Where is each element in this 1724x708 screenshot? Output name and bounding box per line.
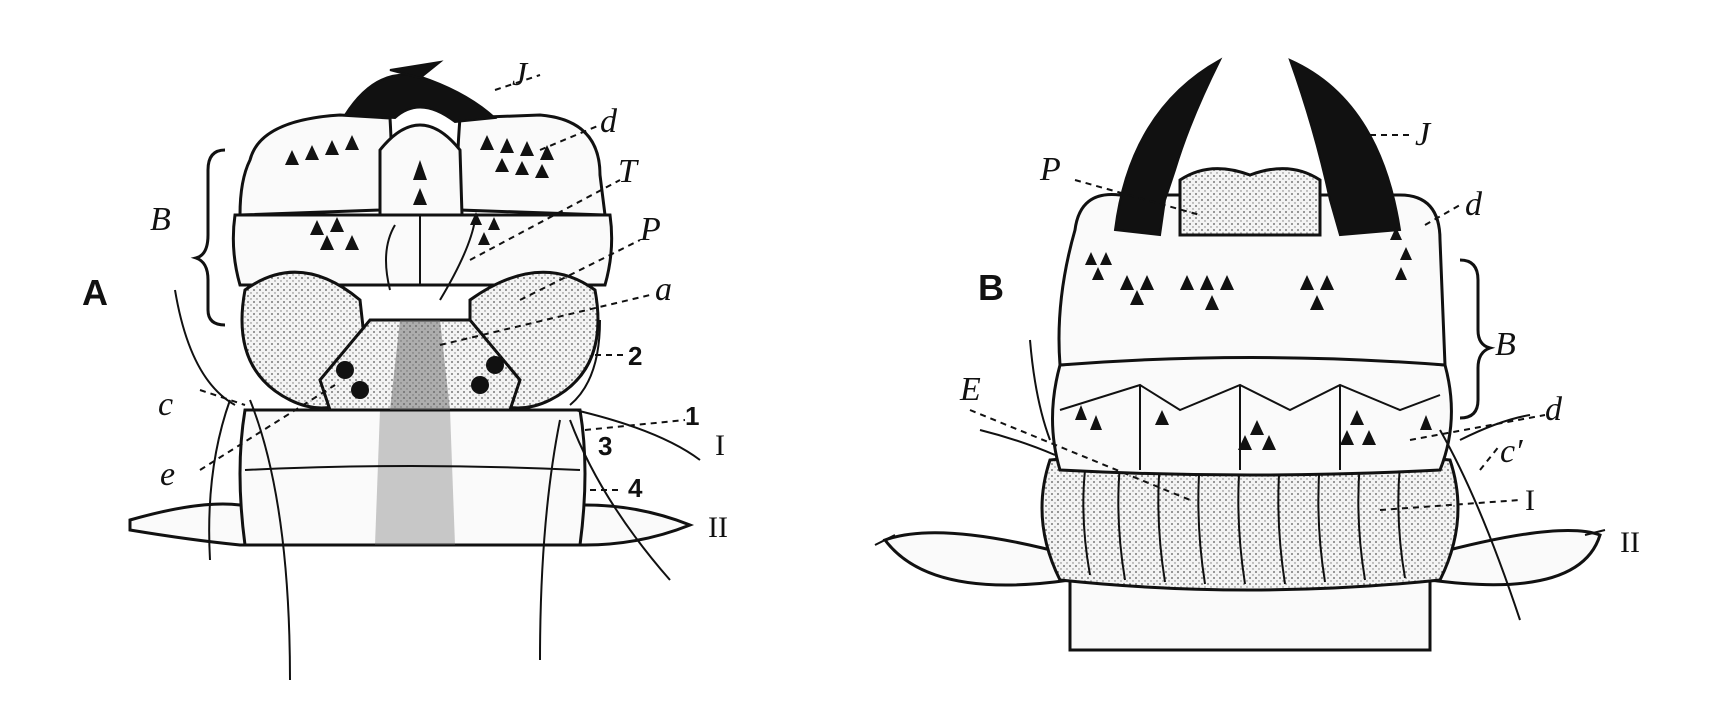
figure-a-eyes — [336, 356, 504, 399]
figure-a-label-4: 4 — [628, 473, 643, 503]
figure-b: B J P d B E d c′ I II — [874, 57, 1640, 652]
figure-b-label-b: B — [1495, 326, 1516, 363]
figure-a-label-seg-i: I — [715, 429, 725, 462]
figure-a-label-p: P — [639, 211, 661, 248]
figure-b-label-j: J — [1415, 116, 1432, 153]
figure-b-labrum — [1178, 167, 1322, 237]
figure-b-head-lower-band — [1051, 353, 1453, 477]
figure-b-label-c-prime: c′ — [1500, 433, 1523, 470]
figure-b-label-p: P — [1039, 151, 1061, 188]
figure-b-bristles — [874, 339, 1606, 621]
figure-a-setae — [285, 135, 554, 250]
figure-a-head-upper-right — [456, 113, 607, 217]
figure-b-label-e: E — [959, 371, 981, 408]
figure-b-bracket-b — [1459, 258, 1496, 420]
figure-a: A J d B T P a 2 c 1 3 I e 4 II — [82, 56, 728, 681]
figure-a-label-t: T — [618, 153, 639, 190]
figure-a-bracket-b — [190, 148, 226, 327]
figure-b-label-seg-i: I — [1525, 484, 1535, 517]
figure-a-label-b: B — [150, 201, 171, 238]
figure-a-label-2: 2 — [628, 341, 642, 371]
figure-a-label-seg-ii: II — [708, 511, 728, 544]
figure-a-label-e: e — [160, 456, 175, 493]
figure-a-labium-stripe — [390, 320, 450, 410]
figure-b-label-d-lower: d — [1545, 391, 1563, 428]
figure-a-segment-i — [238, 408, 587, 547]
figure-b-mandible-right — [1288, 58, 1402, 237]
figure-a-label-c: c — [158, 386, 173, 423]
figure-a-neck-stripe — [375, 410, 455, 545]
figure-b-label-seg-ii: II — [1620, 526, 1640, 559]
figure-b-label-d-upper: d — [1465, 186, 1483, 223]
figure-b-setae — [1075, 227, 1432, 450]
figure-a-mandibles — [343, 73, 498, 124]
figure-b-leaders — [969, 134, 1546, 511]
figure-a-label-j: J — [512, 56, 529, 93]
figure-b-head-capsule — [1057, 192, 1447, 367]
figure-a-head-mid-band — [231, 213, 614, 287]
figure-a-label-a: a — [655, 271, 672, 308]
figure-a-label-1: 1 — [685, 401, 699, 431]
figure-a-leaders — [199, 74, 686, 491]
figure-b-panel-letter: B — [978, 267, 1004, 308]
figure-a-panel-letter: A — [82, 272, 108, 313]
figure-a-label-d: d — [600, 103, 618, 140]
figure-a-head-upper-left — [238, 113, 393, 217]
figure-a-label-3: 3 — [598, 431, 612, 461]
figure-b-mandible-left — [1113, 57, 1223, 237]
